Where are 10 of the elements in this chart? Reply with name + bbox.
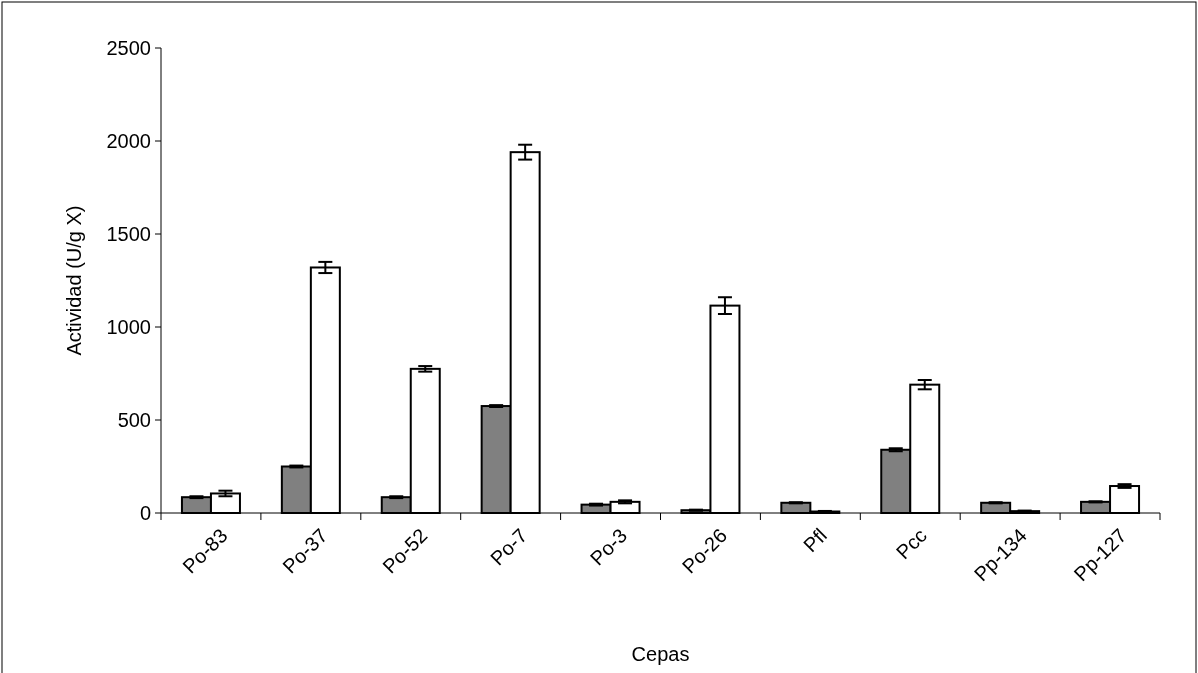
y-tick-label: 2000 — [106, 130, 151, 152]
y-tick-label: 1500 — [106, 223, 151, 245]
y-axis-title: Actividad (U/g X) — [63, 205, 85, 356]
x-axis-title: Cepas — [631, 643, 690, 665]
x-tick-label: Pfl — [799, 524, 832, 557]
y-tick-label: 500 — [117, 409, 151, 431]
y-tick-label: 1000 — [106, 316, 151, 338]
y-tick-label: 0 — [139, 502, 151, 524]
y-tick-label: 2500 — [106, 37, 151, 59]
x-tick-label: Pcc — [891, 524, 931, 564]
